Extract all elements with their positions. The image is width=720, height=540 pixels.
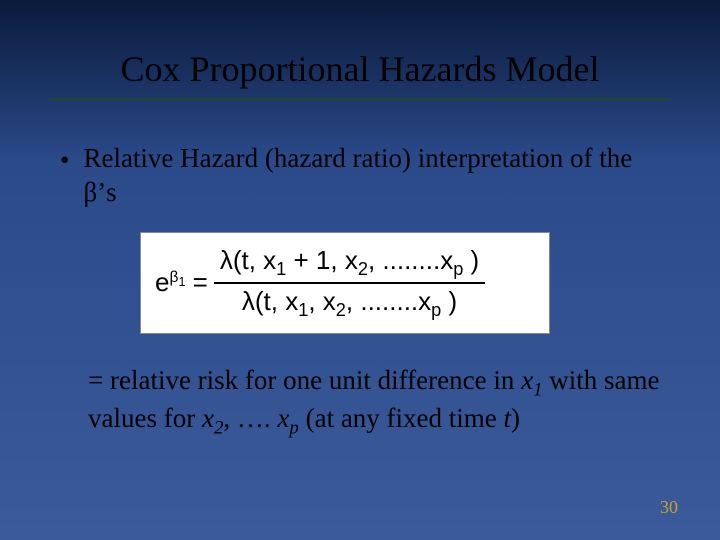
- num-lambda: λ: [220, 245, 233, 275]
- eq-e: e: [155, 267, 169, 297]
- num-mid: + 1, x: [286, 245, 358, 275]
- interp-t: t: [504, 403, 512, 433]
- interp-x1: x: [521, 365, 533, 395]
- den-args: (t, x: [255, 286, 298, 316]
- equation-denominator: λ(t, x1, x2, ........xp ): [236, 284, 463, 323]
- num-x2sub: 2: [358, 259, 368, 279]
- den-xpsub: p: [431, 300, 441, 320]
- num-x1sub: 1: [276, 259, 286, 279]
- interp-mid3: (at any fixed time: [299, 403, 504, 433]
- interp-x2sub: 2: [214, 417, 223, 438]
- num-tail: , ........x: [368, 245, 453, 275]
- num-args: (t, x: [233, 245, 276, 275]
- den-lambda: λ: [242, 286, 255, 316]
- bullet-text: Relative Hazard (hazard ratio) interpret…: [83, 142, 660, 210]
- den-mid: , x: [308, 286, 335, 316]
- den-close: ): [441, 286, 457, 316]
- den-x2sub: 2: [336, 300, 346, 320]
- equation-numerator: λ(t, x1 + 1, x2, ........xp ): [214, 243, 485, 282]
- interp-x1sub: 1: [533, 379, 542, 400]
- num-close: ): [463, 245, 479, 275]
- equation-box: eβ1 = λ(t, x1 + 1, x2, ........xp ) λ(t,…: [140, 232, 550, 334]
- title-underline: [50, 98, 670, 100]
- interp-x2: x: [202, 403, 214, 433]
- eq-exp: β1: [169, 269, 185, 286]
- interp-xp: x: [277, 403, 289, 433]
- page-number: 30: [660, 497, 678, 518]
- equation-fraction: λ(t, x1 + 1, x2, ........xp ) λ(t, x1, x…: [214, 243, 485, 323]
- eq-equals: =: [185, 267, 207, 297]
- slide-title: Cox Proportional Hazards Model: [0, 0, 720, 98]
- den-x1sub: 1: [298, 300, 308, 320]
- interp-pre: = relative risk for one unit difference …: [88, 365, 521, 395]
- interp-end: ): [511, 403, 520, 433]
- equation-lhs: eβ1 =: [155, 267, 214, 298]
- interpretation-text: = relative risk for one unit difference …: [0, 356, 720, 440]
- num-xpsub: p: [453, 259, 463, 279]
- interp-mid2: , ….: [223, 403, 277, 433]
- bullet-item: • Relative Hazard (hazard ratio) interpr…: [0, 142, 720, 210]
- bullet-dot: •: [60, 144, 69, 178]
- den-tail: , ........x: [346, 286, 431, 316]
- interp-xpsub: p: [289, 417, 298, 438]
